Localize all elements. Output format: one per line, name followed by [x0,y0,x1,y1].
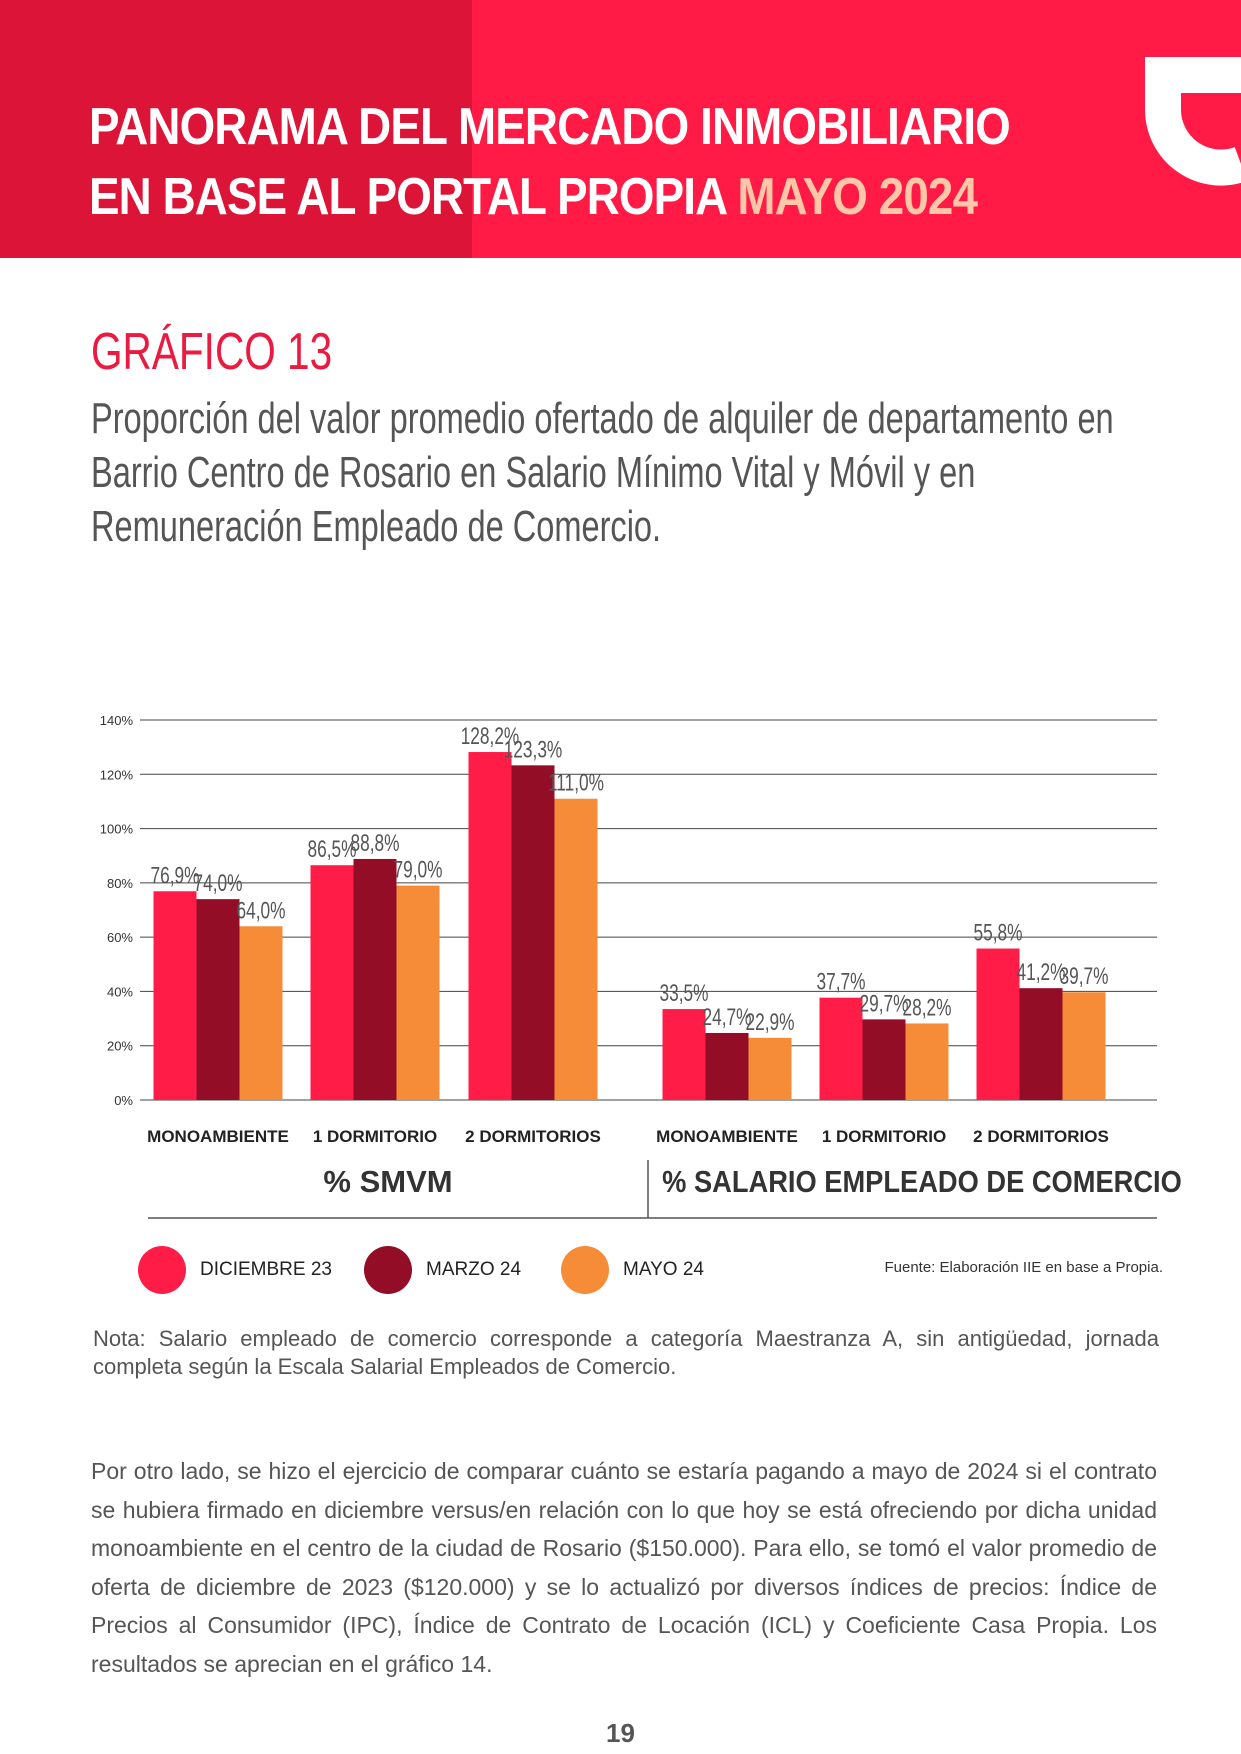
y-tick-label: 20% [107,1039,133,1054]
body-paragraph: Por otro lado, se hizo el ejercicio de c… [91,1458,1157,1677]
bar-data-label: 123,3% [504,737,563,763]
bar-data-label: 111,0% [548,770,604,796]
legend-swatch [561,1246,609,1294]
bar-data-label: 39,7% [1060,964,1109,990]
bar-data-label: 37,7% [817,969,866,995]
y-tick-label: 40% [107,984,133,999]
y-tick-label: 120% [100,767,134,782]
bar-data-label: 74,0% [194,870,243,896]
header-title-line2: EN BASE AL PORTAL PROPIA [89,168,726,226]
header-title-line1: PANORAMA DEL MERCADO INMOBILIARIO [89,98,1011,156]
bar [153,891,197,1100]
legend-item-mayo: MAYO 24 [561,1246,704,1294]
legend-swatch [364,1246,412,1294]
legend-item-diciembre: DICIEMBRE 23 [138,1246,332,1294]
bar [353,858,397,1100]
bar [554,798,598,1100]
bar-data-label: 79,0% [394,857,443,883]
bar [705,1032,749,1100]
chart-subtitle: Proporción del valor promedio ofertado d… [91,394,1114,551]
bar [748,1037,792,1100]
legend-item-marzo: MARZO 24 [364,1246,521,1294]
legend-label: DICIEMBRE 23 [200,1259,332,1280]
bar [196,899,240,1100]
page-header: PANORAMA DEL MERCADO INMOBILIARIO EN BAS… [0,0,1241,258]
bar [396,885,440,1100]
bar [819,997,863,1100]
bar-data-label: 29,7% [860,991,909,1017]
y-tick-label: 80% [107,876,133,891]
bar-data-label: 86,5% [308,837,357,863]
bar [976,948,1020,1100]
group-label-comercio: % SALARIO EMPLEADO DE COMERCIO [662,1165,1182,1199]
bar [1019,988,1063,1100]
x-category-label: 2 DORMITORIOS [465,1127,601,1146]
legend-label: MARZO 24 [426,1259,522,1280]
bar-data-label: 128,2% [461,723,520,749]
chart-number-label: GRÁFICO 13 [91,323,333,381]
legend-swatch [138,1246,186,1294]
grouped-bar-chart: 0% 20% 40% 60% 80% 100% 120% 140% 76,9%74,0%64,0… [100,713,1182,1219]
y-tick-label: 140% [100,713,134,728]
x-category-label: 1 DORMITORIO [822,1127,946,1146]
x-category-label: MONOAMBIENTE [147,1127,289,1146]
header-title-highlight: MAYO 2024 [737,168,978,226]
bar-data-label: 22,9% [746,1009,795,1035]
x-category-label: MONOAMBIENTE [656,1127,798,1146]
bar [511,765,555,1100]
x-category-label: 1 DORMITORIO [313,1127,437,1146]
header-dark-band [0,0,472,258]
bar-data-label: 88,8% [351,830,400,856]
bar [1062,992,1106,1100]
bar-data-label: 55,8% [974,920,1023,946]
bar [905,1023,949,1100]
bar [239,926,283,1100]
bar-data-label: 41,2% [1017,960,1066,986]
bar-data-label: 64,0% [237,898,286,924]
bar-data-label: 24,7% [703,1004,752,1030]
x-category-label: 2 DORMITORIOS [973,1127,1109,1146]
bar-data-label: 76,9% [151,863,200,889]
bar [662,1009,706,1100]
chart-note: Nota: Salario empleado de comercio corre… [93,1326,1159,1379]
bar [310,865,354,1100]
y-tick-label: 60% [107,930,133,945]
brand-logo-icon [1145,57,1241,186]
y-tick-label: 0% [114,1093,133,1108]
y-tick-label: 100% [100,822,134,837]
bar [862,1019,906,1100]
bar-data-label: 33,5% [660,980,709,1006]
group-label-smvm: % SMVM [323,1164,452,1199]
bar [468,752,512,1100]
legend-label: MAYO 24 [623,1259,704,1280]
header-title: PANORAMA DEL MERCADO INMOBILIARIO EN BAS… [89,92,1011,232]
chart-source: Fuente: Elaboración IIE en base a Propia… [884,1259,1163,1276]
chart-legend: DICIEMBRE 23 MARZO 24 MAYO 24 [138,1246,1168,1296]
bar-data-label: 28,2% [903,995,952,1021]
page-number: 19 [606,1718,635,1748]
